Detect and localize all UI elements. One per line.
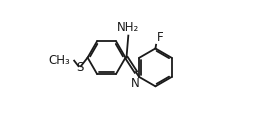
Text: N: N [131,77,140,90]
Text: CH₃: CH₃ [49,54,70,67]
Text: F: F [157,30,163,44]
Text: NH₂: NH₂ [117,21,139,34]
Text: S: S [76,61,83,74]
